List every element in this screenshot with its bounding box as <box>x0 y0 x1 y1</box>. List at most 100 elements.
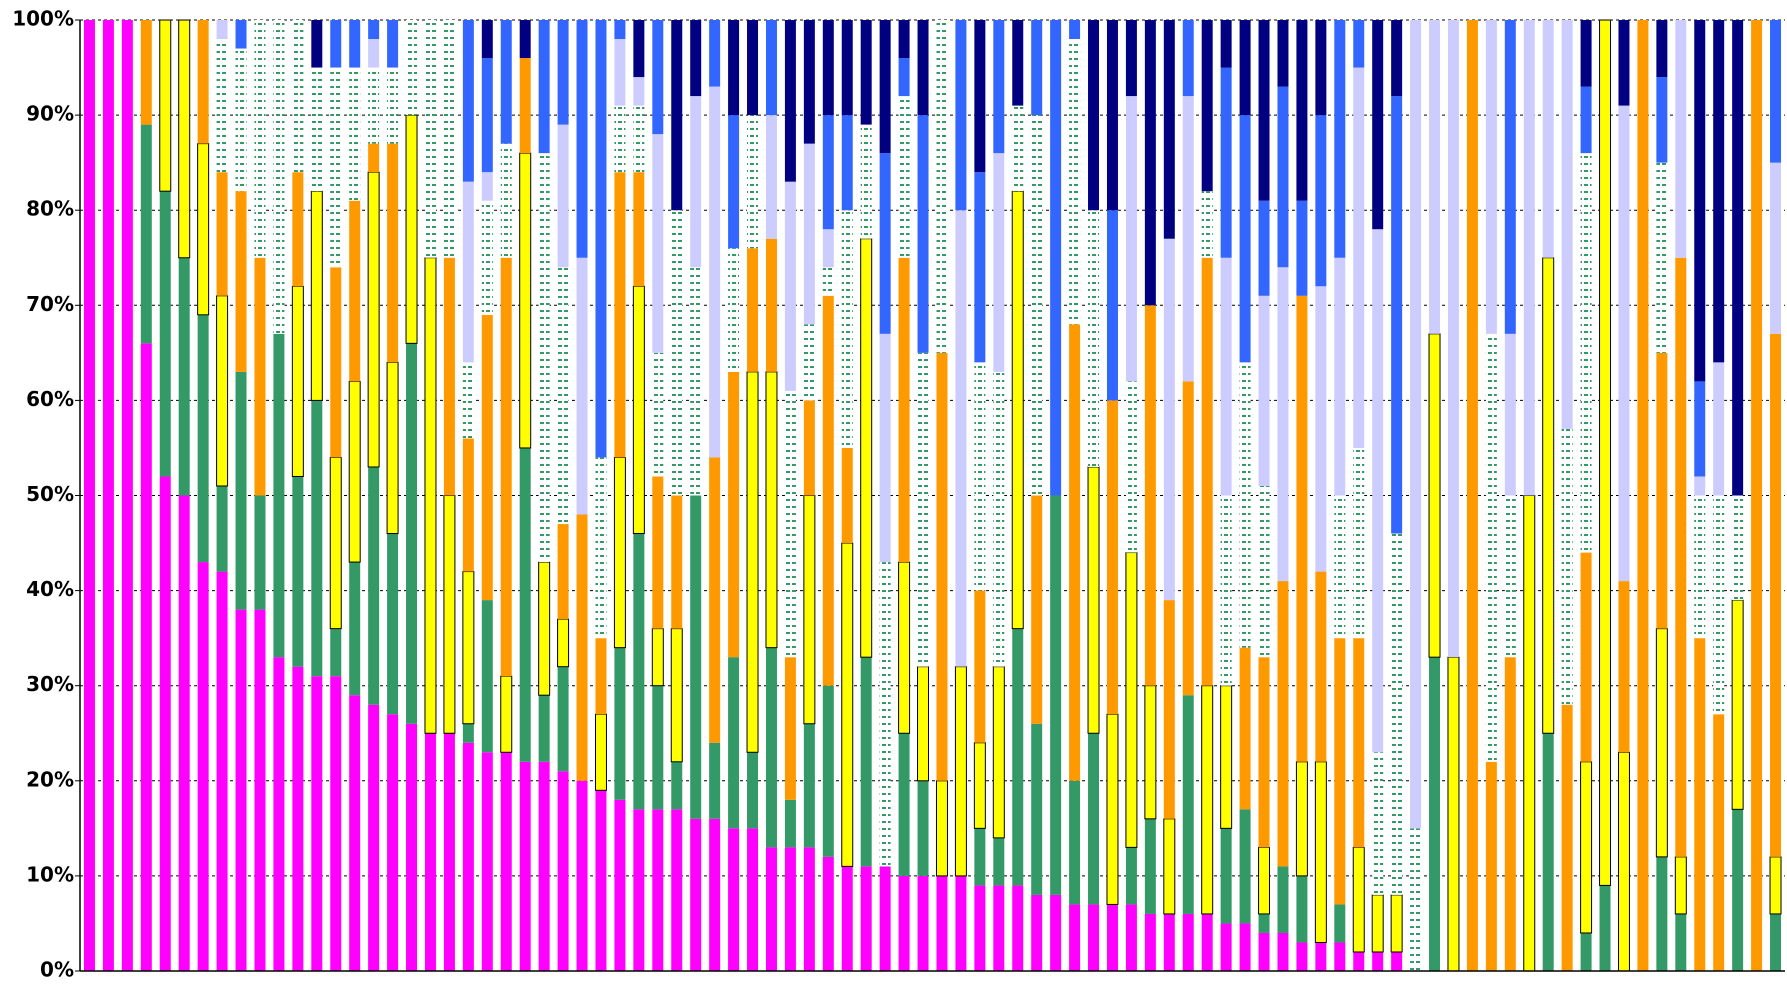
bar-segment <box>254 609 266 971</box>
bar-segment <box>311 400 323 677</box>
bar-segment <box>140 124 152 344</box>
bar-segment <box>1220 495 1232 686</box>
bar-segment <box>1353 20 1365 68</box>
bar-segment <box>935 780 948 877</box>
bar-segment <box>1012 20 1024 106</box>
bar-segment <box>557 666 569 772</box>
bar-segment <box>1334 904 1346 943</box>
bar-segment <box>1580 932 1592 971</box>
bar-segment <box>1334 942 1346 971</box>
bar-segment <box>822 856 834 971</box>
bar-segment <box>481 58 493 173</box>
bar-segment <box>1182 695 1194 914</box>
bar-segment <box>1125 904 1137 971</box>
bar-segment <box>1599 885 1611 971</box>
bar-segment <box>614 20 626 40</box>
bar-segment <box>898 20 910 59</box>
bar-segment <box>1277 581 1289 867</box>
bar-segment <box>1637 20 1649 971</box>
bar-segment <box>140 343 152 972</box>
bar-segment <box>519 58 531 154</box>
bar-segment <box>1410 20 1422 829</box>
bar-segment <box>595 790 607 971</box>
bar-segment <box>1220 923 1232 971</box>
bar-segment <box>671 809 683 971</box>
bar-segment <box>1012 628 1024 886</box>
bar-segment <box>462 20 474 182</box>
bar-segment <box>1447 20 1459 658</box>
bar-segment <box>1731 599 1744 810</box>
bar-segment <box>1428 333 1441 658</box>
bar-segment <box>1504 333 1516 496</box>
bar-segment <box>349 20 361 68</box>
bar-segment <box>1258 20 1270 201</box>
bar-segment <box>481 600 493 753</box>
y-tick-label: 40% <box>26 577 74 601</box>
bar-segment <box>1069 324 1081 781</box>
bar-segment <box>1580 86 1592 154</box>
bar-segment <box>387 714 399 971</box>
bar-segment <box>500 257 512 677</box>
bar-segment <box>1182 913 1194 971</box>
bar-segment <box>1694 20 1706 382</box>
bar-segment <box>709 20 721 87</box>
bar-segment <box>1675 20 1687 258</box>
bar-segment <box>1656 856 1668 971</box>
bar-segment <box>822 115 834 230</box>
bar-segment <box>481 314 493 601</box>
bar-segment <box>387 20 399 68</box>
bar-segment <box>784 20 796 182</box>
bar-segment <box>519 20 531 59</box>
bar-segment <box>613 456 626 649</box>
bar-segment <box>803 495 816 725</box>
bar-segment <box>841 447 853 544</box>
bar-segment <box>1542 257 1555 734</box>
bar-segment <box>974 590 986 743</box>
bar-segment <box>765 115 777 239</box>
bar-segment <box>594 713 607 791</box>
bar-segment <box>974 20 986 173</box>
bar-segment <box>1296 295 1308 762</box>
y-tick-label: 60% <box>26 387 74 411</box>
bar-segment <box>1751 20 1763 971</box>
bar-segment <box>1277 866 1289 933</box>
bar-segment <box>1220 685 1233 829</box>
bar-segment <box>709 818 721 971</box>
bar-segment <box>1655 628 1668 858</box>
bar-segment <box>595 20 607 458</box>
bar-segment <box>1031 115 1043 496</box>
bar-segment <box>424 733 436 971</box>
bar-segment <box>500 752 512 971</box>
bar-segment <box>1466 20 1478 971</box>
bar-segment <box>1713 714 1725 971</box>
bar-segment <box>1353 447 1365 639</box>
bar-segment <box>368 466 380 705</box>
bar-segment <box>424 20 436 258</box>
bar-segment <box>273 20 285 334</box>
bar-segment <box>1675 257 1687 857</box>
bar-segment <box>879 20 891 154</box>
bar-segment <box>538 695 550 762</box>
bar-segment <box>860 866 872 971</box>
bar-segment <box>1542 733 1554 971</box>
bar-segment <box>1353 951 1365 971</box>
bar-segment <box>311 20 323 68</box>
bar-segment <box>652 809 664 971</box>
bar-segment <box>1410 828 1422 971</box>
bar-segment <box>841 866 853 971</box>
bar-segment <box>1125 847 1137 905</box>
bar-segment <box>633 105 645 173</box>
bar-segment <box>898 875 910 971</box>
bar-segment <box>1334 257 1346 496</box>
bar-segment <box>216 295 229 487</box>
bar-segment <box>538 153 550 563</box>
bar-segment <box>519 447 531 762</box>
bar-segment <box>1732 495 1744 601</box>
bar-segment <box>368 143 380 173</box>
bar-segment <box>159 19 172 192</box>
bar-segment <box>690 495 702 819</box>
bar-segment <box>1504 20 1516 334</box>
bar-segment <box>1429 20 1441 334</box>
bar-segment <box>879 562 891 867</box>
bar-segment <box>1050 894 1062 971</box>
